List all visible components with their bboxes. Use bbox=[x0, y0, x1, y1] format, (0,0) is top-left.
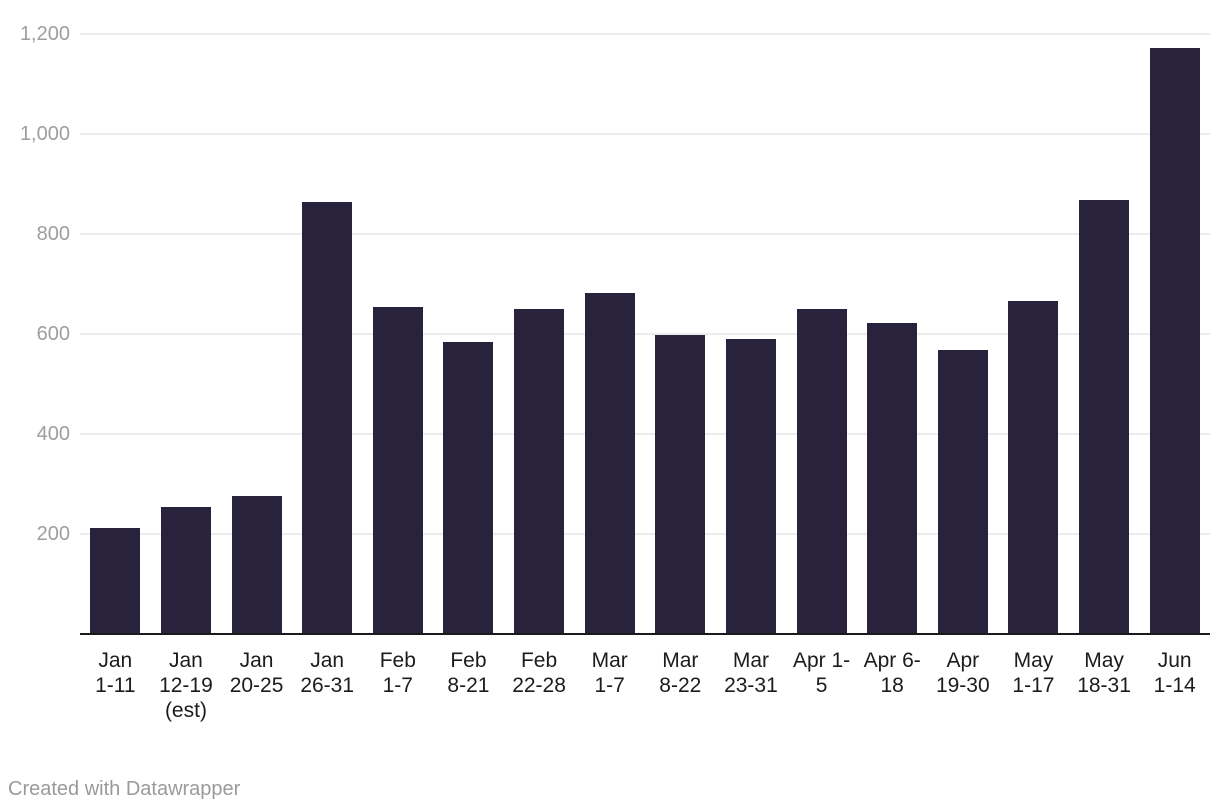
bar-jan-1-11 bbox=[90, 527, 141, 634]
bar-apr-1-5 bbox=[796, 309, 847, 634]
x-axis-tick-label: Apr 6- 18 bbox=[863, 649, 921, 697]
x-axis-tick-label: Mar 8-22 bbox=[659, 649, 702, 697]
bar-feb-22-28 bbox=[514, 309, 565, 634]
bar-apr-19-30 bbox=[937, 350, 988, 634]
x-axis-tick-label: Jun 1-14 bbox=[1153, 649, 1196, 697]
x-axis-tick-label: Mar 1-7 bbox=[591, 649, 628, 697]
bar-mar-1-7 bbox=[584, 293, 635, 634]
gridline bbox=[80, 233, 1210, 235]
x-axis-tick-label: Jan 1-11 bbox=[95, 649, 136, 697]
x-axis-tick-label: Feb 1-7 bbox=[379, 649, 416, 697]
y-axis-tick-label: 1,000 bbox=[19, 123, 70, 145]
gridline bbox=[80, 433, 1210, 435]
y-axis-tick-label: 200 bbox=[36, 523, 70, 545]
gridline bbox=[80, 333, 1210, 335]
x-axis-tick-label: May 1-17 bbox=[1012, 649, 1055, 697]
x-axis-tick-label: May 18-31 bbox=[1077, 649, 1131, 697]
bar-mar-23-31 bbox=[725, 339, 776, 634]
x-axis-tick-label: Jan 12-19 (est) bbox=[159, 649, 213, 722]
x-axis-tick-label: Feb 8-21 bbox=[447, 649, 490, 697]
y-axis-tick-label: 400 bbox=[36, 423, 70, 445]
y-axis-tick-label: 600 bbox=[36, 323, 70, 345]
x-axis-line bbox=[80, 633, 1210, 635]
bar-feb-1-7 bbox=[372, 307, 423, 634]
bar-mar-8-22 bbox=[655, 335, 706, 634]
gridline bbox=[80, 133, 1210, 135]
bar-jun-1-14 bbox=[1149, 48, 1200, 634]
bar-jan-12-19-est- bbox=[160, 506, 211, 634]
bar-apr-6-18 bbox=[867, 323, 918, 634]
bar-may-18-31 bbox=[1079, 200, 1130, 634]
gridline bbox=[80, 533, 1210, 535]
bar-jan-26-31 bbox=[302, 202, 353, 634]
bar-may-1-17 bbox=[1008, 301, 1059, 634]
x-axis-tick-label: Jan 26-31 bbox=[300, 649, 355, 697]
bar-jan-20-25 bbox=[231, 496, 282, 634]
y-axis-tick-label: 1,200 bbox=[19, 23, 70, 45]
gridline bbox=[80, 33, 1210, 35]
x-axis-tick-label: Mar 23-31 bbox=[724, 649, 778, 697]
x-axis-tick-label: Feb 22-28 bbox=[512, 649, 566, 697]
y-axis-tick-label: 800 bbox=[36, 223, 70, 245]
x-axis-tick-label: Apr 19-30 bbox=[935, 649, 990, 697]
x-axis-tick-label: Jan 20-25 bbox=[229, 649, 284, 697]
datawrapper-credit-link[interactable]: Created with Datawrapper bbox=[8, 778, 241, 800]
x-axis-tick-label: Apr 1- 5 bbox=[792, 649, 851, 697]
bar-feb-8-21 bbox=[443, 341, 494, 634]
